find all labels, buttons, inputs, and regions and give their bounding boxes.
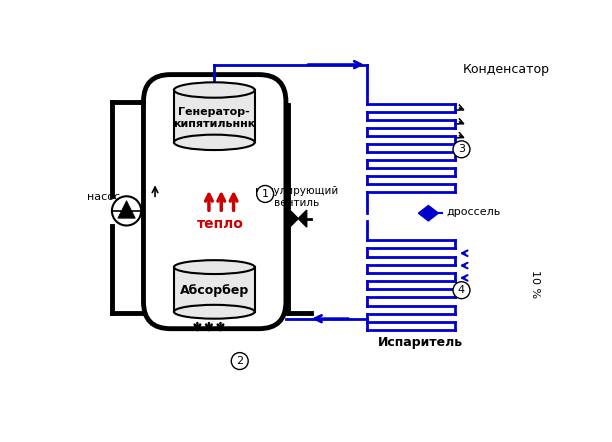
Polygon shape xyxy=(419,206,438,221)
Circle shape xyxy=(112,196,141,225)
Text: 4: 4 xyxy=(458,285,465,295)
Ellipse shape xyxy=(174,260,255,274)
Circle shape xyxy=(453,141,470,158)
Text: Генератор-
кипятильннк: Генератор- кипятильннк xyxy=(173,107,255,129)
Ellipse shape xyxy=(174,305,255,319)
Polygon shape xyxy=(118,201,135,218)
Text: 1: 1 xyxy=(262,189,269,199)
Circle shape xyxy=(453,282,470,299)
Bar xyxy=(174,90,255,142)
Ellipse shape xyxy=(174,82,255,98)
Text: 3: 3 xyxy=(458,144,465,154)
Polygon shape xyxy=(289,210,298,227)
Text: насос: насос xyxy=(88,192,121,202)
Text: регулирующий
вентиль: регулирующий вентиль xyxy=(255,186,338,208)
Circle shape xyxy=(231,353,248,370)
Text: Абсорбер: Абсорбер xyxy=(180,285,249,297)
Text: Испаритель: Испаритель xyxy=(378,336,463,349)
Ellipse shape xyxy=(174,135,255,150)
Text: дроссель: дроссель xyxy=(447,207,501,217)
Text: 2: 2 xyxy=(236,356,244,366)
Text: тепло: тепло xyxy=(197,217,244,231)
Text: 10 %: 10 % xyxy=(529,270,540,298)
Polygon shape xyxy=(298,210,307,227)
FancyBboxPatch shape xyxy=(143,75,286,329)
Bar xyxy=(174,267,255,312)
Circle shape xyxy=(256,186,274,202)
Text: Конденсатор: Конденсатор xyxy=(463,64,550,76)
